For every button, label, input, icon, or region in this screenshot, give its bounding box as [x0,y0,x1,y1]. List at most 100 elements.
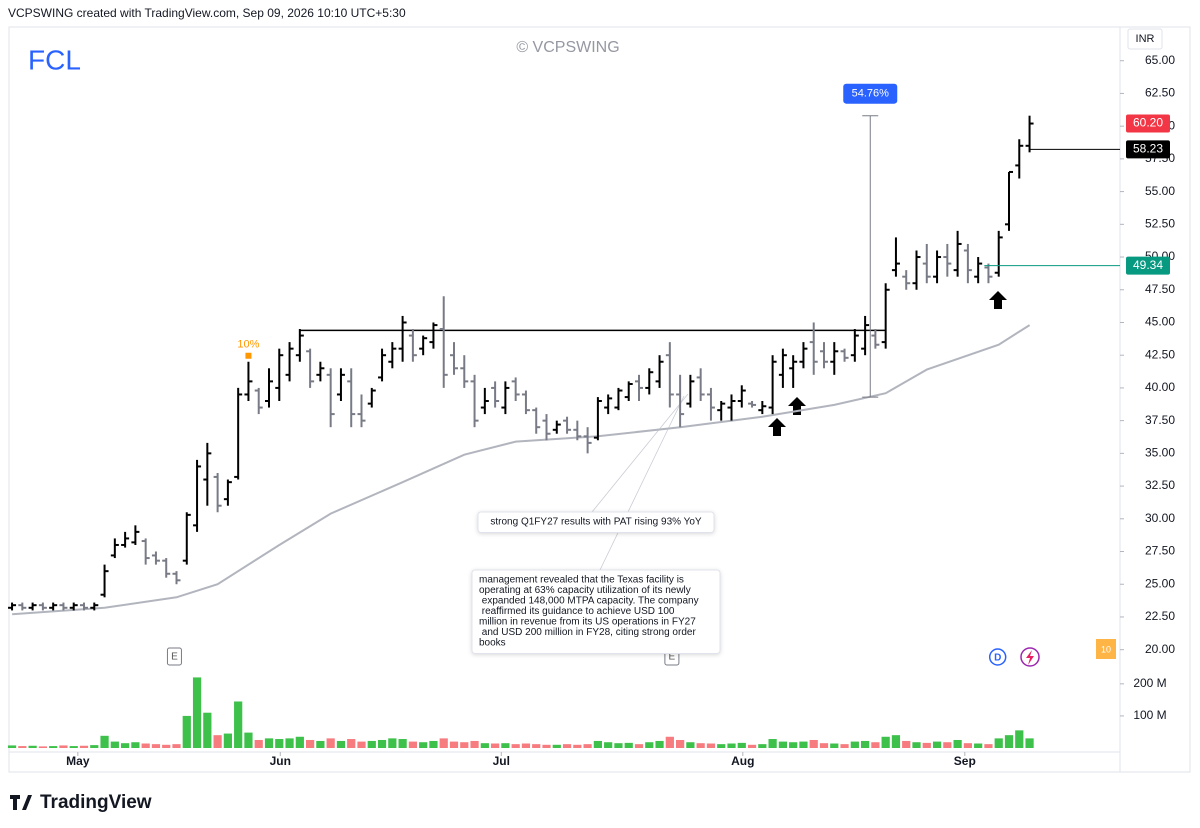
moving-average [12,324,1031,616]
volume-bar [347,739,356,748]
ohlc-bar [38,602,47,611]
ohlc-bar [645,368,654,395]
volume-bar [645,742,654,748]
ohlc-bar [213,472,222,513]
ohlc-bar [69,602,78,611]
ohlc-bar [398,315,407,362]
dividend-circle[interactable] [988,648,1007,666]
earnings-label[interactable]: E [669,652,676,663]
ohlc-bar [593,397,602,441]
note-box[interactable] [477,511,715,533]
currency[interactable]: INR [1136,33,1155,45]
volume-bar [840,744,849,748]
volume-bar [264,738,274,748]
y-tick-label: 40.00 [1145,380,1175,394]
logo: TradingView [10,792,152,813]
volume-bar [38,746,47,748]
flash-icon[interactable] [1020,647,1040,667]
ohlc-bar [933,250,942,284]
y-tick-label: 42.50 [1145,347,1175,361]
logo-text: TradingView [40,792,152,813]
note-line[interactable]: million in revenue from its US operation… [479,617,696,628]
ohlc-bar [450,342,458,375]
volume-bar [449,741,459,748]
ohlc-bar [203,442,212,506]
ohlc-bar [275,348,284,402]
volume-bar [69,746,78,748]
y-tick-label: 20.00 [1145,642,1175,656]
volume-bar [110,741,119,748]
ohlc-bar [141,538,150,565]
volume-bar [254,739,263,748]
volume-bar [696,743,705,748]
ohlc-bar [100,564,109,598]
volume-bar [686,742,695,748]
note-line[interactable]: expanded 148,000 MTPA capacity. The comp… [479,596,699,607]
alert-badge-box[interactable] [1096,639,1116,659]
volume-bar [275,739,284,748]
note-line[interactable]: strong Q1FY27 results with PAT rising 93… [490,517,702,528]
note-line[interactable]: management revealed that the Texas facil… [479,575,684,586]
ohlc-bar [1025,115,1034,153]
y-tick-label: 30.00 [1145,511,1175,525]
ohlc-bar [635,374,643,402]
flash-bolt[interactable] [1026,650,1034,665]
ohlc-bar [737,385,746,408]
volume-bar [614,743,623,748]
ohlc-bar [480,387,489,415]
volume-bar [336,740,346,748]
ohlc-bar [789,355,798,388]
volume-bar [768,739,777,748]
volume-bar [902,740,911,748]
ohlc-bar [285,342,294,382]
ohlc-bar [491,381,500,408]
volume-bar [521,743,531,748]
volume-bar [922,742,931,748]
ohlc-bar [686,374,695,408]
x-tick-label: May [66,754,90,768]
ohlc-bar [604,394,613,415]
ohlc-bar [295,329,304,362]
dividend-label[interactable]: D [994,653,1001,664]
volume-bar [861,740,870,748]
volume-bar [665,736,674,748]
ohlc-bar [820,342,828,369]
up-arrow [989,291,1007,309]
ohlc-bar [367,387,376,408]
flash-circle[interactable] [1020,647,1040,667]
ohlc-bar [912,250,921,290]
ohlc-bar [1005,170,1013,231]
note-line[interactable]: and USD 200 million in FY28, citing stro… [479,627,696,638]
volume-bar [634,744,644,748]
ohlc-bar [799,342,808,369]
note-line[interactable]: books [479,638,506,649]
currency-box[interactable] [1127,28,1163,50]
note-box[interactable] [471,569,721,654]
y-tick-label: 45.00 [1145,315,1175,329]
volume-bar [131,742,140,748]
ohlc-bar [59,602,68,611]
x-tick-label: Sep [954,754,976,768]
ohlc-bar [778,348,787,388]
note-line[interactable]: reaffirmed its guidance to achieve USD 1… [479,606,675,617]
ohlc-bar [408,329,417,362]
ohlc-bar [840,348,849,362]
y-tick-label: 62.50 [1145,86,1175,100]
ohlc-bar [850,329,859,362]
earnings-box[interactable] [166,647,182,666]
volume-bar [552,744,561,748]
ohlc-bar [254,387,263,415]
ohlc-bar [8,602,17,611]
ohlc-bar [902,270,911,290]
volume-bar [747,744,757,748]
ohlc-bar [768,355,777,415]
y-tick-label: 65.00 [1145,53,1175,67]
note-line[interactable]: operating at 63% capacity utilization of… [479,585,691,596]
earnings-label[interactable]: E [171,652,178,663]
alert-badge[interactable]: 10 [1101,644,1111,654]
volume-bar [737,742,746,748]
arrows [768,291,1007,436]
ohlc-bar [223,479,232,506]
volume-bar [706,743,716,748]
volume-bar [172,744,181,748]
